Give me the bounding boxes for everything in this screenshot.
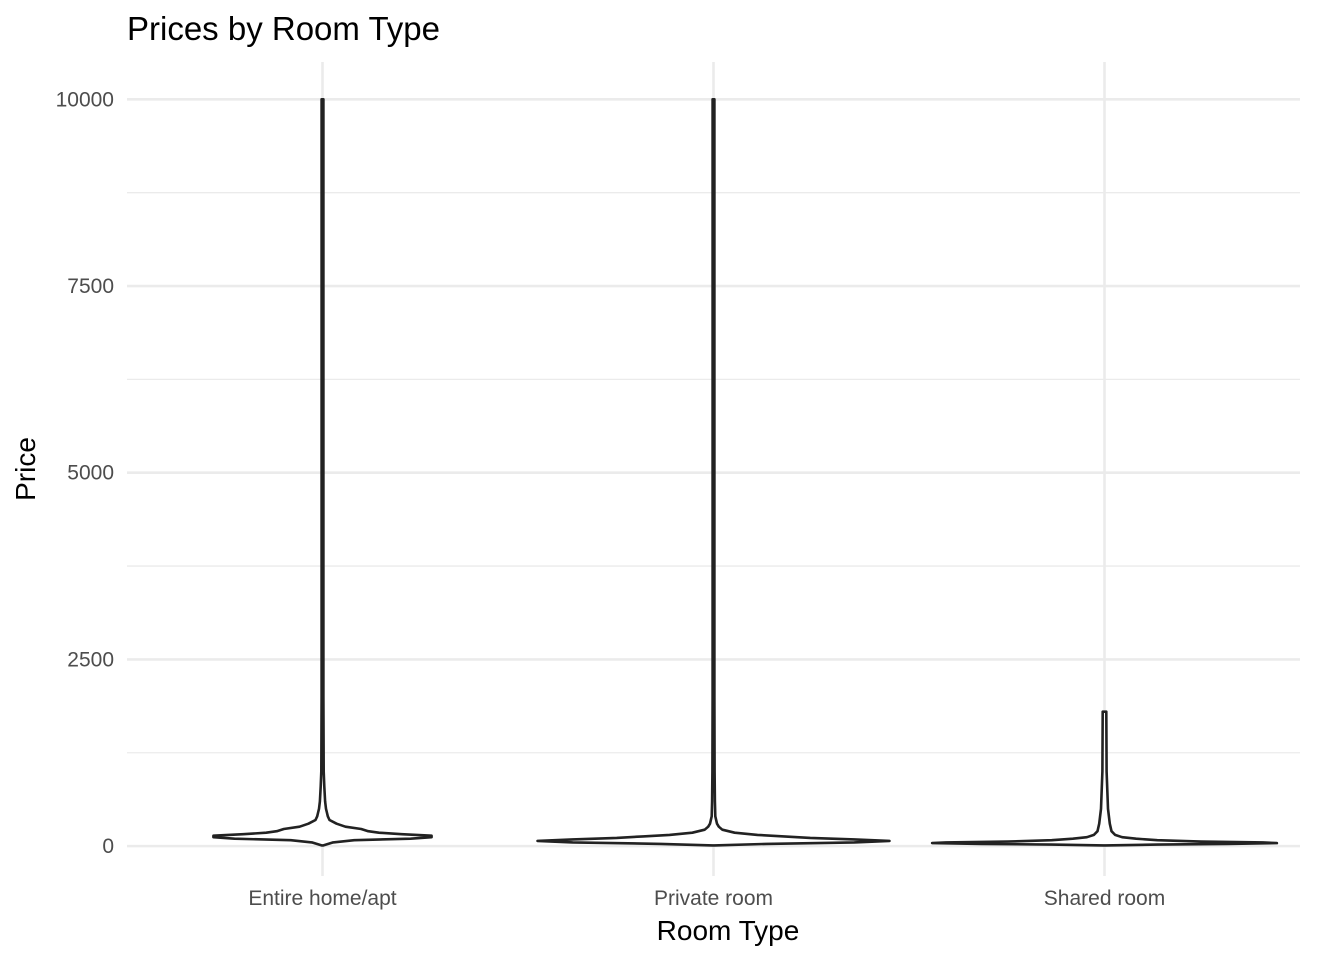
x-tick-label: Shared room bbox=[1044, 887, 1165, 910]
y-axis-title: Price bbox=[10, 437, 41, 501]
y-tick-label: 2500 bbox=[67, 648, 114, 671]
chart-title: Prices by Room Type bbox=[127, 10, 440, 47]
x-tick-label: Private room bbox=[654, 887, 773, 910]
y-tick-label: 7500 bbox=[67, 275, 114, 298]
y-tick-label: 10000 bbox=[56, 88, 114, 111]
violins bbox=[212, 98, 1279, 847]
x-axis-title: Room Type bbox=[657, 915, 800, 946]
violin-entire-home-apt bbox=[212, 98, 433, 847]
y-tick-label: 5000 bbox=[67, 462, 114, 485]
y-axis-tick-labels: 0 2500 5000 7500 10000 bbox=[56, 88, 114, 858]
x-axis-tick-labels: Entire home/apt Private room Shared room bbox=[248, 887, 1165, 910]
violin-private-room bbox=[536, 98, 891, 847]
x-tick-label: Entire home/apt bbox=[248, 887, 396, 910]
violin-shared-room bbox=[930, 710, 1279, 847]
y-tick-label: 0 bbox=[102, 835, 114, 858]
